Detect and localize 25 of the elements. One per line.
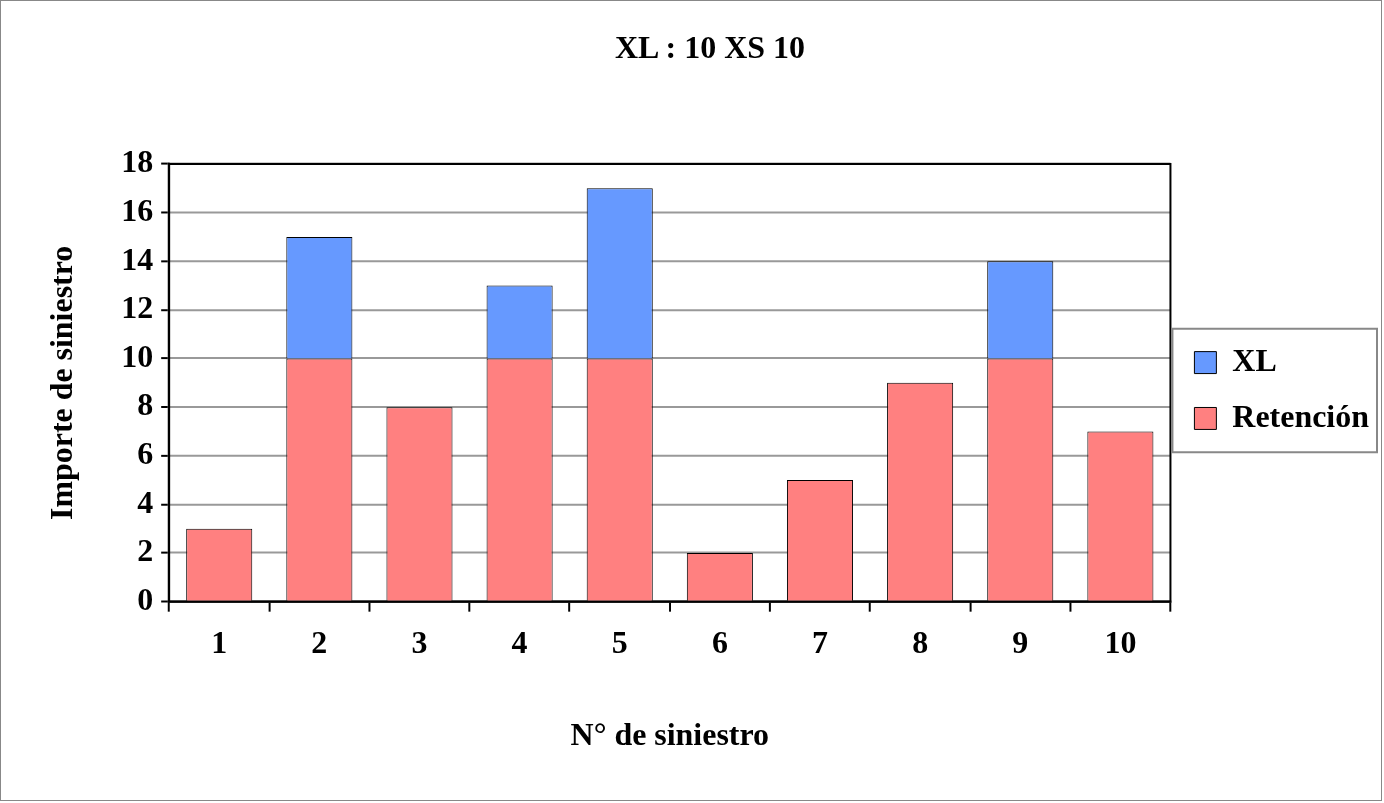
y-axis-title: Importe de siniestro	[44, 245, 80, 520]
y-tick-label: 14	[121, 241, 154, 277]
y-tick-label: 18	[121, 144, 154, 180]
x-tick-label: 8	[912, 625, 929, 661]
x-tick-label: 3	[411, 625, 428, 661]
legend-label: XL	[1232, 342, 1277, 378]
x-tick-label: 10	[1104, 625, 1137, 661]
x-tick-label: 9	[1012, 625, 1029, 661]
y-tick-label: 10	[121, 338, 154, 374]
x-tick-label: 5	[611, 625, 628, 661]
y-tick-label: 6	[137, 436, 154, 472]
y-tick-label: 0	[137, 581, 154, 617]
y-tick-label: 12	[121, 290, 154, 326]
x-tick-label: 7	[812, 625, 829, 661]
y-tick-label: 4	[137, 484, 154, 520]
chart-title: XL : 10 XS 10	[615, 30, 805, 66]
y-tick-label: 8	[137, 387, 154, 423]
x-tick-label: 4	[511, 625, 528, 661]
y-tick-label: 16	[121, 192, 154, 228]
y-tick-label: 2	[137, 533, 154, 569]
legend-label: Retención	[1232, 398, 1370, 434]
x-tick-label: 1	[211, 625, 228, 661]
x-axis-title: N° de siniestro	[570, 717, 770, 753]
x-tick-label: 6	[711, 625, 728, 661]
x-tick-label: 2	[311, 625, 328, 661]
